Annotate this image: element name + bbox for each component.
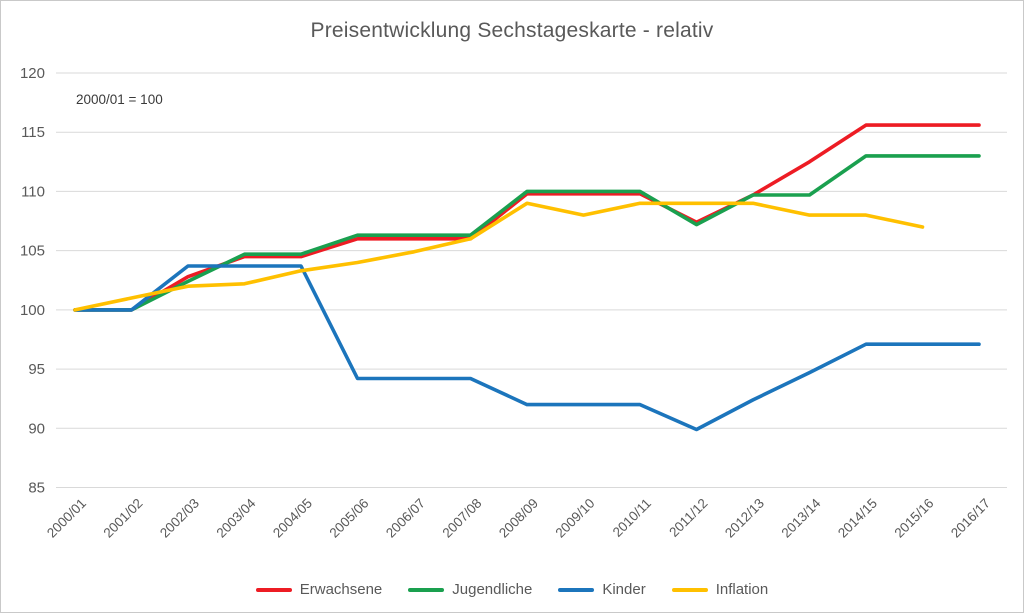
y-axis-label: 110 — [21, 183, 45, 200]
y-axis-label: 120 — [20, 65, 45, 82]
legend-item-kinder: Kinder — [558, 581, 646, 598]
x-axis-label: 2012/13 — [722, 496, 767, 541]
x-axis-label: 2014/15 — [835, 496, 880, 541]
x-axis-label: 2000/01 — [44, 496, 89, 541]
x-axis-label: 2007/08 — [439, 496, 484, 541]
legend-item-inflation: Inflation — [671, 581, 769, 598]
legend-item-jugendliche: Jugendliche — [408, 581, 532, 598]
x-axis-label: 2004/05 — [270, 496, 315, 541]
legend-label: Erwachsene — [299, 581, 383, 598]
x-axis-label: 2008/09 — [496, 496, 541, 541]
y-axis-label: 95 — [28, 361, 45, 378]
x-axis-label: 2003/04 — [213, 495, 258, 540]
legend-label: Jugendliche — [452, 581, 533, 598]
x-axis-label: 2016/17 — [948, 496, 993, 541]
series-line-erwachsene — [73, 123, 981, 312]
x-axis-label: 2002/03 — [157, 496, 202, 541]
legend-swatch-jugendliche — [408, 587, 445, 592]
legend-label: Kinder — [602, 581, 646, 598]
legend-label: Inflation — [715, 581, 769, 598]
y-axis-label: 85 — [28, 480, 45, 497]
series-line-jugendliche — [73, 154, 981, 312]
legend-swatch-kinder — [558, 587, 595, 592]
x-axis-label: 2010/11 — [610, 496, 654, 540]
y-axis-label: 90 — [28, 420, 45, 437]
series-line-kinder — [73, 264, 981, 432]
chart-title: Preisentwicklung Sechstageskarte - relat… — [310, 19, 714, 42]
baseline-note: 2000/01 = 100 — [76, 92, 163, 107]
x-axis-label: 2001/02 — [100, 496, 145, 541]
x-axis-label: 2009/10 — [552, 496, 597, 541]
series-line-inflation — [73, 201, 925, 312]
x-axis-label: 2006/07 — [383, 496, 428, 541]
legend: Erwachsene Jugendliche Kinder Inflation — [1, 581, 1023, 598]
y-axis-label: 105 — [20, 243, 45, 260]
x-axis-label: 2015/16 — [891, 496, 936, 541]
y-axis-label: 115 — [21, 124, 45, 141]
legend-item-erwachsene: Erwachsene — [255, 581, 383, 598]
x-axis-label: 2005/06 — [326, 496, 371, 541]
legend-swatch-inflation — [671, 587, 708, 592]
legend-swatch-erwachsene — [255, 587, 292, 592]
x-axis-label: 2011/12 — [666, 496, 710, 540]
y-axis-label: 100 — [20, 302, 45, 319]
x-axis-label: 2013/14 — [778, 495, 823, 540]
